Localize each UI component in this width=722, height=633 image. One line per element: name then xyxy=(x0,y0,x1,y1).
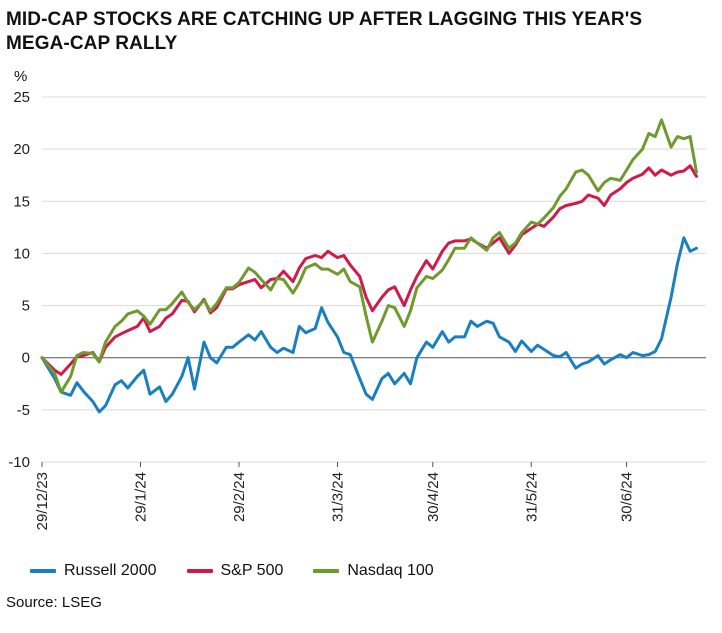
legend-swatch-russell-2000 xyxy=(30,569,56,573)
x-tick-label: 31/5/24 xyxy=(523,472,540,522)
y-tick-label: 5 xyxy=(22,298,30,315)
y-tick-label: 20 xyxy=(13,141,30,158)
source-note: Source: LSEG xyxy=(6,594,102,611)
y-tick-label: 0 xyxy=(22,350,30,367)
legend-item-nasdaq-100: Nasdaq 100 xyxy=(313,562,434,580)
x-tick-label: 29/2/24 xyxy=(231,472,248,522)
legend: Russell 2000 S&P 500 Nasdaq 100 xyxy=(30,562,464,580)
y-tick-label: -5 xyxy=(17,402,30,419)
series-line-russell-2000 xyxy=(40,236,698,414)
x-tick-label: 31/3/24 xyxy=(329,472,346,522)
y-tick-label: 15 xyxy=(13,193,30,210)
y-tick-label: 10 xyxy=(13,245,30,262)
legend-label-nasdaq-100: Nasdaq 100 xyxy=(347,562,434,579)
y-tick-label: 25 xyxy=(13,89,30,106)
legend-label-russell-2000: Russell 2000 xyxy=(64,562,157,579)
x-tick-label: 30/6/24 xyxy=(619,472,636,522)
legend-swatch-nasdaq-100 xyxy=(313,569,340,573)
x-tick-label: 30/4/24 xyxy=(425,472,442,522)
legend-label-sp-500: S&P 500 xyxy=(220,562,284,579)
line-chart: 25 20 15 10 5 0 -5 -10 29/12/23 29/1/24 29/2/24 31… xyxy=(8,89,706,530)
gridlines xyxy=(42,96,706,463)
legend-swatch-sp-500 xyxy=(186,569,213,573)
series-line-nasdaq-100 xyxy=(40,118,698,394)
y-tick-label: -10 xyxy=(8,454,30,471)
chart-title: MID-CAP STOCKS ARE CATCHING UP AFTER LAG… xyxy=(6,9,643,54)
legend-item-russell-2000: Russell 2000 xyxy=(30,562,157,580)
series-line-s-p-500 xyxy=(40,164,698,376)
y-axis-ticks: 25 20 15 10 5 0 -5 -10 xyxy=(8,89,30,471)
x-tick-label: 29/1/24 xyxy=(132,472,149,522)
series-lines xyxy=(40,118,698,414)
x-tick-label: 29/12/23 xyxy=(34,472,51,530)
legend-item-sp-500: S&P 500 xyxy=(186,562,284,580)
y-axis-unit-label: % xyxy=(14,68,28,85)
x-axis-ticks: 29/12/23 29/1/24 29/2/24 31/3/24 30/4/24 31/5… xyxy=(34,462,636,530)
